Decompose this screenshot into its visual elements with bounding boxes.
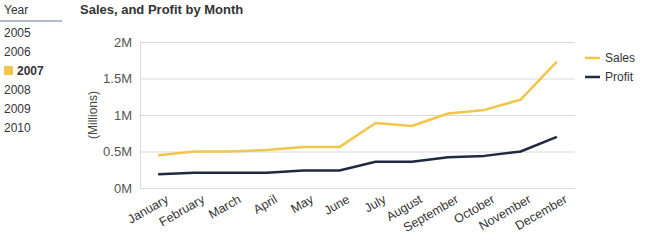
slicer-item[interactable]: 2006 (4, 45, 31, 59)
x-tick: March (206, 188, 243, 222)
y-axis-title: (Millions) (86, 91, 100, 139)
y-axis: 0M 0.5M 1M 1.5M 2M (103, 35, 575, 196)
grid-line (140, 188, 575, 189)
x-tick: February (157, 188, 208, 229)
series-line (158, 137, 557, 174)
series-line (158, 62, 557, 155)
x-tick-label: March (206, 192, 243, 222)
x-tick: December (513, 188, 570, 233)
x-axis: JanuaryFebruaryMarchAprilMayJuneJulyAugu… (125, 188, 569, 235)
y-tick-label: 0M (114, 181, 132, 196)
slicer-item[interactable]: 2005 (4, 26, 31, 40)
legend: Sales Profit (585, 51, 635, 84)
grid-line (140, 79, 575, 80)
x-tick-label: February (157, 192, 208, 230)
legend-label: Profit (605, 70, 634, 84)
x-tick-label: June (322, 192, 353, 218)
x-tick: June (322, 188, 353, 218)
x-tick: April (251, 188, 280, 217)
grid-line (140, 42, 575, 43)
x-tick: May (288, 188, 316, 216)
x-tick-label: May (288, 192, 316, 216)
chart-root: Year 2005 2006 2007 2008 2009 2010 Sales, and P… (0, 0, 650, 246)
slicer-item[interactable]: 2008 (4, 83, 31, 97)
slicer-item[interactable]: 2009 (4, 102, 31, 116)
legend-swatch (585, 76, 600, 79)
y-tick: 1M (114, 108, 575, 123)
legend-label: Sales (605, 51, 635, 65)
grid-line (140, 115, 575, 116)
slicer-selected-marker (4, 66, 13, 75)
x-tick-label: April (251, 192, 280, 217)
y-tick-label: 1M (114, 108, 132, 123)
slicer-underline (0, 20, 62, 22)
chart-title: Sales, and Profit by Month (80, 2, 243, 17)
legend-swatch (585, 57, 600, 60)
slicer-title: Year (4, 3, 28, 17)
y-tick: 1.5M (103, 71, 575, 86)
year-slicer: Year 2005 2006 2007 2008 2009 2010 (0, 3, 62, 135)
y-tick: 2M (114, 35, 575, 50)
slicer-item[interactable]: 2007 (17, 64, 44, 78)
y-tick-label: 0.5M (103, 144, 132, 159)
x-tick-label: December (513, 192, 570, 233)
slicer-item[interactable]: 2010 (4, 121, 31, 135)
y-tick-label: 1.5M (103, 71, 132, 86)
y-tick-label: 2M (114, 35, 132, 50)
plot-area (158, 62, 557, 174)
x-tick: September (401, 188, 461, 235)
